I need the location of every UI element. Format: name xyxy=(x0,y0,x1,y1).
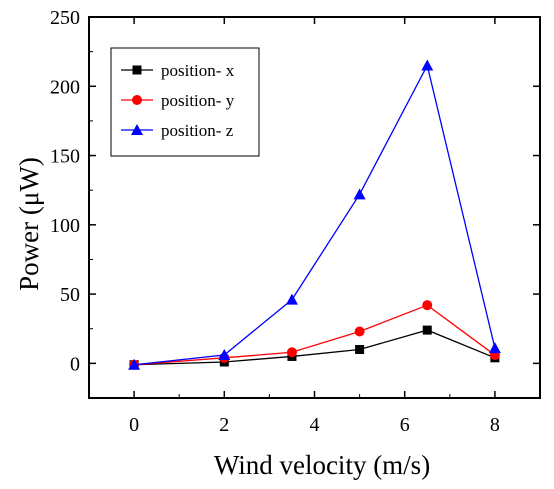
x-tick-label: 8 xyxy=(490,414,500,436)
y-tick-label: 150 xyxy=(50,146,80,168)
data-point xyxy=(355,345,365,355)
data-point xyxy=(422,325,432,335)
data-point xyxy=(218,349,231,361)
x-tick-label: 2 xyxy=(219,414,229,436)
legend-marker xyxy=(132,95,142,105)
legend-label: position- x xyxy=(161,61,235,80)
y-axis-label: Power (μW) xyxy=(14,157,44,291)
y-tick-label: 200 xyxy=(50,76,80,98)
data-point xyxy=(285,293,298,305)
x-tick-label: 0 xyxy=(129,414,139,436)
data-point xyxy=(488,342,501,354)
x-axis-label: Wind velocity (m/s) xyxy=(214,450,430,480)
legend-label: position- z xyxy=(161,121,234,140)
data-point xyxy=(128,358,141,370)
data-point xyxy=(422,300,433,311)
y-tick-label: 50 xyxy=(60,284,80,306)
legend-marker xyxy=(131,124,143,135)
y-tick-label: 0 xyxy=(70,353,80,375)
legend-label: position- y xyxy=(161,91,235,110)
data-point xyxy=(421,59,434,71)
data-point xyxy=(354,326,365,337)
series-line-0 xyxy=(134,329,496,366)
y-tick-label: 250 xyxy=(50,7,80,29)
legend-marker xyxy=(132,65,142,75)
series-line-2 xyxy=(134,63,496,366)
x-tick-label: 4 xyxy=(310,414,320,436)
data-point xyxy=(353,188,366,200)
x-tick-label: 6 xyxy=(400,414,410,436)
y-tick-label: 100 xyxy=(50,215,80,237)
data-point xyxy=(286,347,297,358)
series-line-1 xyxy=(134,304,496,366)
